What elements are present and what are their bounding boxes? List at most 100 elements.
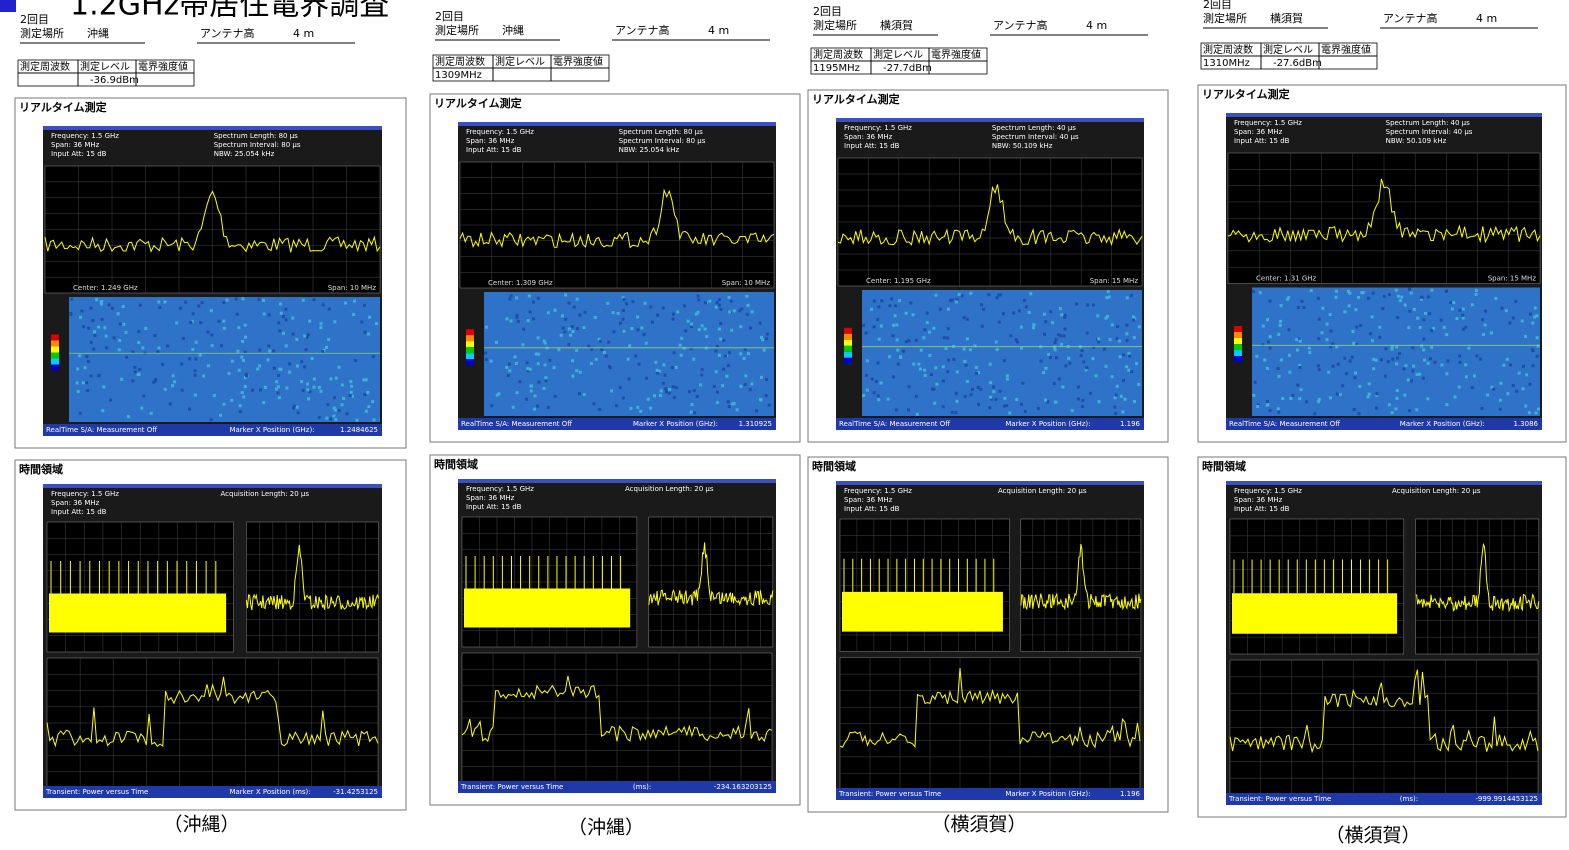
waterfall-noise (1012, 311, 1015, 314)
waterfall-noise (571, 330, 574, 333)
screen-topbar (43, 484, 382, 488)
waterfall-noise (1268, 409, 1271, 412)
waterfall-noise (878, 338, 881, 341)
waterfall-noise (958, 293, 961, 296)
waterfall-noise (1044, 399, 1047, 402)
waterfall-noise (184, 301, 187, 304)
waterfall-noise (730, 300, 733, 303)
marker-value: 1.3086 (1514, 420, 1539, 428)
waterfall-noise (1122, 354, 1125, 357)
waterfall-noise (1329, 396, 1332, 399)
waterfall-noise (1430, 289, 1433, 292)
waterfall-noise (750, 382, 753, 385)
table-value: 1309MHz (435, 70, 482, 81)
waterfall-noise (640, 326, 643, 329)
waterfall-noise (599, 340, 602, 343)
waterfall-noise (880, 382, 883, 385)
waterfall-noise (1103, 348, 1106, 351)
waterfall-noise (1255, 355, 1258, 358)
waterfall-noise (1354, 372, 1357, 375)
span-label: Span: 15 MHz (1090, 277, 1139, 285)
waterfall-noise (942, 405, 945, 408)
marker-value: 1.196 (1120, 790, 1141, 798)
waterfall-noise (93, 330, 96, 333)
waterfall-noise (1288, 354, 1291, 357)
waterfall-noise (82, 381, 85, 384)
waterfall-noise (1362, 291, 1365, 294)
waterfall-noise (1302, 306, 1305, 309)
waterfall-noise (194, 394, 197, 397)
marker-label: Marker X Position (GHz): (1005, 420, 1090, 428)
waterfall-noise (320, 322, 323, 325)
waterfall-noise (1335, 296, 1338, 299)
waterfall-noise (1077, 397, 1080, 400)
waterfall-noise (988, 406, 991, 409)
waterfall-noise (905, 340, 908, 343)
waterfall-noise (700, 373, 703, 376)
waterfall-noise (728, 310, 731, 313)
waterfall-noise (1300, 388, 1303, 391)
waterfall-noise (1318, 398, 1321, 401)
waterfall-noise (1095, 374, 1098, 377)
waterfall-noise (708, 300, 711, 303)
waterfall-noise (119, 322, 122, 325)
waterfall-noise (1391, 358, 1394, 361)
waterfall-noise (189, 321, 192, 324)
waterfall-noise (1313, 412, 1316, 415)
waterfall-noise (1020, 403, 1023, 406)
screen-info: Spectrum Interval: 40 µs (1386, 128, 1473, 136)
waterfall-noise (671, 366, 674, 369)
waterfall-noise (1499, 399, 1502, 402)
waterfall-noise (631, 300, 634, 303)
waterfall-noise (1269, 347, 1272, 350)
waterfall-noise (1426, 397, 1429, 400)
waterfall-noise (877, 394, 880, 397)
waterfall-noise (1411, 369, 1414, 372)
waterfall-noise (915, 339, 918, 342)
waterfall-noise (1051, 321, 1054, 324)
waterfall-noise (1408, 310, 1411, 313)
colorbar (844, 328, 852, 334)
colorbar (51, 341, 59, 347)
waterfall-noise (1383, 295, 1386, 298)
waterfall-noise (1375, 392, 1378, 395)
waterfall-noise (1126, 296, 1129, 299)
waterfall-noise (1358, 385, 1361, 388)
waterfall-noise (1512, 384, 1515, 387)
waterfall-noise (615, 404, 618, 407)
status: RealTime S/A: Measurement Off (839, 420, 950, 428)
trace-fill (1232, 593, 1397, 634)
colorbar (844, 340, 852, 346)
waterfall-noise (1080, 354, 1083, 357)
waterfall-noise (288, 362, 291, 365)
waterfall-noise (1388, 293, 1391, 296)
waterfall-noise (554, 309, 557, 312)
waterfall-noise (989, 381, 992, 384)
waterfall-noise (733, 402, 736, 405)
waterfall-noise (235, 297, 238, 300)
waterfall-noise (1039, 360, 1042, 363)
waterfall-noise (676, 310, 679, 313)
waterfall-noise (296, 365, 299, 368)
waterfall-noise (1062, 334, 1065, 337)
waterfall-noise (368, 316, 371, 319)
waterfall-noise (1440, 319, 1443, 322)
waterfall-noise (490, 360, 493, 363)
waterfall-noise (213, 394, 216, 397)
waterfall-noise (1486, 393, 1489, 396)
waterfall-noise (617, 312, 620, 315)
site-label: 測定場所 (1203, 11, 1247, 25)
screen-info: Input Att: 15 dB (844, 142, 900, 150)
waterfall-noise (296, 406, 299, 409)
waterfall-noise (724, 354, 727, 357)
marker-value: -234.163203125 (714, 783, 772, 791)
table-value: 1310MHz (1203, 58, 1250, 69)
waterfall-noise (680, 354, 683, 357)
waterfall-noise (1359, 324, 1362, 327)
waterfall-noise (718, 354, 721, 357)
waterfall-noise (532, 301, 535, 304)
colorbar (844, 358, 852, 364)
waterfall-noise (684, 329, 687, 332)
waterfall-noise (277, 374, 280, 377)
waterfall-noise (133, 366, 136, 369)
